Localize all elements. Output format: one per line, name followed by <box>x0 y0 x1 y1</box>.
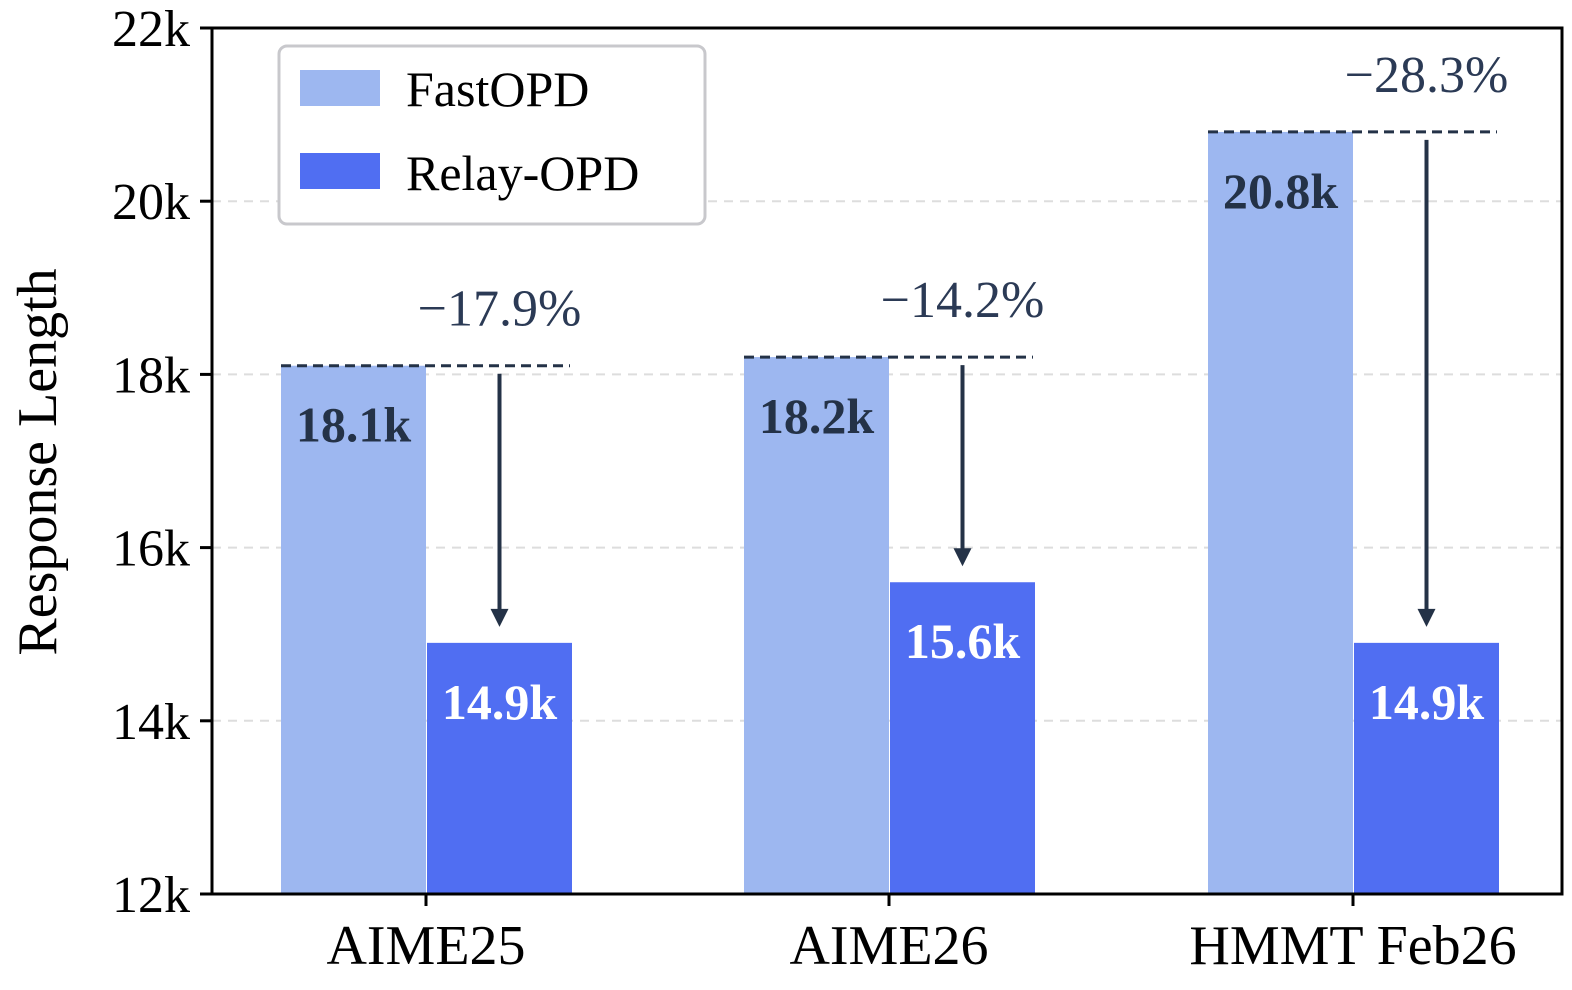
reduction-arrow-head <box>953 548 972 567</box>
y-tick-label: 22k <box>112 1 190 58</box>
bar-value-label-fastopd: 18.2k <box>759 388 875 444</box>
x-tick-label: AIME25 <box>326 915 525 977</box>
x-tick-label: HMMT Feb26 <box>1189 915 1516 977</box>
bar-relay-opd <box>427 642 572 894</box>
reduction-label: −14.2% <box>881 272 1045 329</box>
bar-value-label-relay-opd: 14.9k <box>1369 674 1485 730</box>
y-tick-label: 14k <box>112 694 190 751</box>
y-tick-label: 16k <box>112 521 190 578</box>
plot-frame <box>210 26 1564 896</box>
bar-fastopd <box>1208 131 1353 895</box>
reduction-arrow-head <box>1417 608 1436 627</box>
y-tick-label: 20k <box>112 174 190 231</box>
y-tick-label: 18k <box>112 347 190 404</box>
legend-box <box>277 44 707 226</box>
x-tick-label: AIME26 <box>789 915 988 977</box>
legend-swatch-relay-opd <box>300 153 380 189</box>
reduction-label: −28.3% <box>1345 47 1509 104</box>
bar-value-label-fastopd: 18.1k <box>296 397 412 453</box>
bar-fastopd <box>744 357 889 895</box>
bar-value-label-relay-opd: 15.6k <box>905 613 1021 669</box>
bar-value-label-relay-opd: 14.9k <box>442 674 558 730</box>
legend-swatch-fastopd <box>300 70 380 106</box>
reduction-annotations: −17.9% −14.2% −28.3% <box>281 47 1508 627</box>
legend: FastOPD Relay-OPD <box>277 44 707 226</box>
reduction-label: −17.9% <box>418 281 582 338</box>
bar-value-label-fastopd: 20.8k <box>1223 163 1339 219</box>
legend-label-relay-opd: Relay-OPD <box>406 145 639 201</box>
bar-relay-opd <box>1354 642 1499 894</box>
y-axis-title: Response Length <box>7 268 69 655</box>
axes: 12k 14k 16k 18k 20k 22k AIME25 AIME26 HMMT Feb26 <box>112 1 1564 977</box>
legend-label-fastopd: FastOPD <box>406 61 589 117</box>
bar-relay-opd <box>890 582 1035 894</box>
bars: 18.1k 14.9k 18.2k 15.6k 20.8k 14.9k <box>281 131 1499 895</box>
bar-fastopd <box>281 365 426 894</box>
y-tick-label: 12k <box>112 867 190 924</box>
reduction-arrow-head <box>490 608 509 627</box>
